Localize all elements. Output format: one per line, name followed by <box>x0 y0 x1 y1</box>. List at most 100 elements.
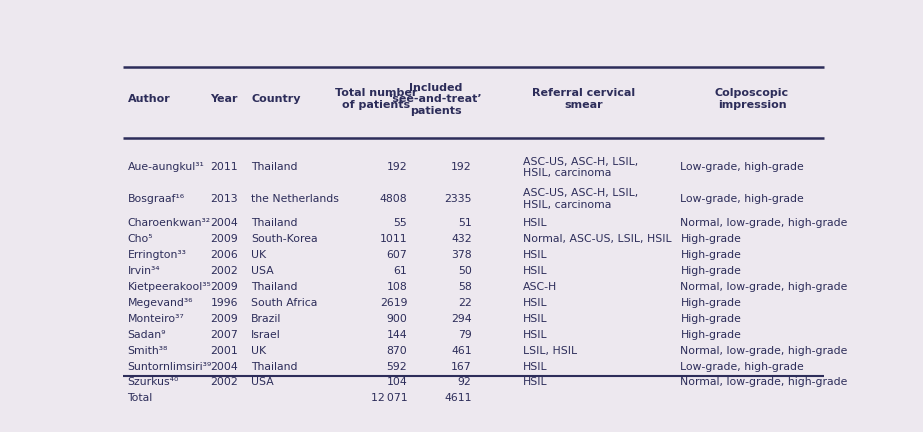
Text: HSIL: HSIL <box>523 218 547 228</box>
Text: HSIL: HSIL <box>523 362 547 372</box>
Text: 108: 108 <box>387 282 407 292</box>
Text: 50: 50 <box>458 266 472 276</box>
Text: High-grade: High-grade <box>680 314 741 324</box>
Text: Normal, ASC-US, LSIL, HSIL: Normal, ASC-US, LSIL, HSIL <box>523 234 672 244</box>
Text: 192: 192 <box>451 162 472 172</box>
Text: Normal, low-grade, high-grade: Normal, low-grade, high-grade <box>680 282 848 292</box>
Text: High-grade: High-grade <box>680 234 741 244</box>
Text: Thailand: Thailand <box>251 218 298 228</box>
Text: HSIL: HSIL <box>523 330 547 340</box>
Text: Thailand: Thailand <box>251 362 298 372</box>
Text: High-grade: High-grade <box>680 298 741 308</box>
Text: HSIL: HSIL <box>523 314 547 324</box>
Text: 592: 592 <box>387 362 407 372</box>
Text: USA: USA <box>251 266 274 276</box>
Text: Included
‘see-and-treat’
patients: Included ‘see-and-treat’ patients <box>389 83 483 116</box>
Text: 167: 167 <box>451 362 472 372</box>
Text: Total: Total <box>127 394 153 403</box>
Text: Colposcopic
impression: Colposcopic impression <box>715 89 789 110</box>
Text: Sadan⁹: Sadan⁹ <box>127 330 166 340</box>
Text: 2009: 2009 <box>210 234 238 244</box>
Text: ASC-US, ASC-H, LSIL,
HSIL, carcinoma: ASC-US, ASC-H, LSIL, HSIL, carcinoma <box>523 157 639 178</box>
Text: 4611: 4611 <box>444 394 472 403</box>
Text: Normal, low-grade, high-grade: Normal, low-grade, high-grade <box>680 346 848 356</box>
Text: South-Korea: South-Korea <box>251 234 318 244</box>
Text: 79: 79 <box>458 330 472 340</box>
Text: 2009: 2009 <box>210 282 238 292</box>
Text: 294: 294 <box>451 314 472 324</box>
Text: Smith³⁸: Smith³⁸ <box>127 346 168 356</box>
Text: 2004: 2004 <box>210 362 238 372</box>
Text: Cho⁵: Cho⁵ <box>127 234 153 244</box>
Text: 51: 51 <box>458 218 472 228</box>
Text: Szurkus⁴⁰: Szurkus⁴⁰ <box>127 378 179 388</box>
Text: 607: 607 <box>387 250 407 260</box>
Text: 12 071: 12 071 <box>371 394 407 403</box>
Text: 2011: 2011 <box>210 162 238 172</box>
Text: Referral cervical
smear: Referral cervical smear <box>533 89 635 110</box>
Text: Thailand: Thailand <box>251 282 298 292</box>
Text: Aue-aungkul³¹: Aue-aungkul³¹ <box>127 162 204 172</box>
Text: 2006: 2006 <box>210 250 238 260</box>
Text: 58: 58 <box>458 282 472 292</box>
Text: HSIL: HSIL <box>523 378 547 388</box>
Text: Total number
of patients: Total number of patients <box>335 89 417 110</box>
Text: Israel: Israel <box>251 330 281 340</box>
Text: 22: 22 <box>458 298 472 308</box>
Text: 144: 144 <box>387 330 407 340</box>
Text: HSIL: HSIL <box>523 298 547 308</box>
Text: 2001: 2001 <box>210 346 238 356</box>
Text: 192: 192 <box>387 162 407 172</box>
Text: Bosgraaf¹⁶: Bosgraaf¹⁶ <box>127 194 185 204</box>
Text: 2013: 2013 <box>210 194 238 204</box>
Text: Suntornlimsiri³⁹: Suntornlimsiri³⁹ <box>127 362 211 372</box>
Text: USA: USA <box>251 378 274 388</box>
Text: 1996: 1996 <box>210 298 238 308</box>
Text: Errington³³: Errington³³ <box>127 250 186 260</box>
Text: 61: 61 <box>393 266 407 276</box>
Text: Low-grade, high-grade: Low-grade, high-grade <box>680 362 804 372</box>
Text: 378: 378 <box>451 250 472 260</box>
Text: UK: UK <box>251 250 267 260</box>
Text: UK: UK <box>251 346 267 356</box>
Text: Brazil: Brazil <box>251 314 282 324</box>
Text: 870: 870 <box>387 346 407 356</box>
Text: 1011: 1011 <box>379 234 407 244</box>
Text: South Africa: South Africa <box>251 298 318 308</box>
Text: Low-grade, high-grade: Low-grade, high-grade <box>680 194 804 204</box>
Text: ASC-H: ASC-H <box>523 282 557 292</box>
Text: Kietpeerakool³⁵: Kietpeerakool³⁵ <box>127 282 211 292</box>
Text: 104: 104 <box>387 378 407 388</box>
Text: HSIL: HSIL <box>523 266 547 276</box>
Text: ASC-US, ASC-H, LSIL,
HSIL, carcinoma: ASC-US, ASC-H, LSIL, HSIL, carcinoma <box>523 188 639 210</box>
Text: 2335: 2335 <box>444 194 472 204</box>
Text: Normal, low-grade, high-grade: Normal, low-grade, high-grade <box>680 218 848 228</box>
Text: Author: Author <box>127 94 170 104</box>
Text: Irvin³⁴: Irvin³⁴ <box>127 266 161 276</box>
Text: High-grade: High-grade <box>680 330 741 340</box>
Text: 92: 92 <box>458 378 472 388</box>
Text: Country: Country <box>251 94 301 104</box>
Text: 461: 461 <box>451 346 472 356</box>
Text: High-grade: High-grade <box>680 266 741 276</box>
Text: 900: 900 <box>387 314 407 324</box>
Text: 432: 432 <box>451 234 472 244</box>
Text: Year: Year <box>210 94 238 104</box>
Text: 2002: 2002 <box>210 266 238 276</box>
Text: Low-grade, high-grade: Low-grade, high-grade <box>680 162 804 172</box>
Text: 2009: 2009 <box>210 314 238 324</box>
Text: 2007: 2007 <box>210 330 238 340</box>
Text: LSIL, HSIL: LSIL, HSIL <box>523 346 577 356</box>
Text: Thailand: Thailand <box>251 162 298 172</box>
Text: 2004: 2004 <box>210 218 238 228</box>
Text: the Netherlands: the Netherlands <box>251 194 339 204</box>
Text: 2002: 2002 <box>210 378 238 388</box>
Text: Charoenkwan³²: Charoenkwan³² <box>127 218 210 228</box>
Text: HSIL: HSIL <box>523 250 547 260</box>
Text: Normal, low-grade, high-grade: Normal, low-grade, high-grade <box>680 378 848 388</box>
Text: 4808: 4808 <box>379 194 407 204</box>
Text: Monteiro³⁷: Monteiro³⁷ <box>127 314 185 324</box>
Text: Megevand³⁶: Megevand³⁶ <box>127 298 193 308</box>
Text: High-grade: High-grade <box>680 250 741 260</box>
Text: 2619: 2619 <box>379 298 407 308</box>
